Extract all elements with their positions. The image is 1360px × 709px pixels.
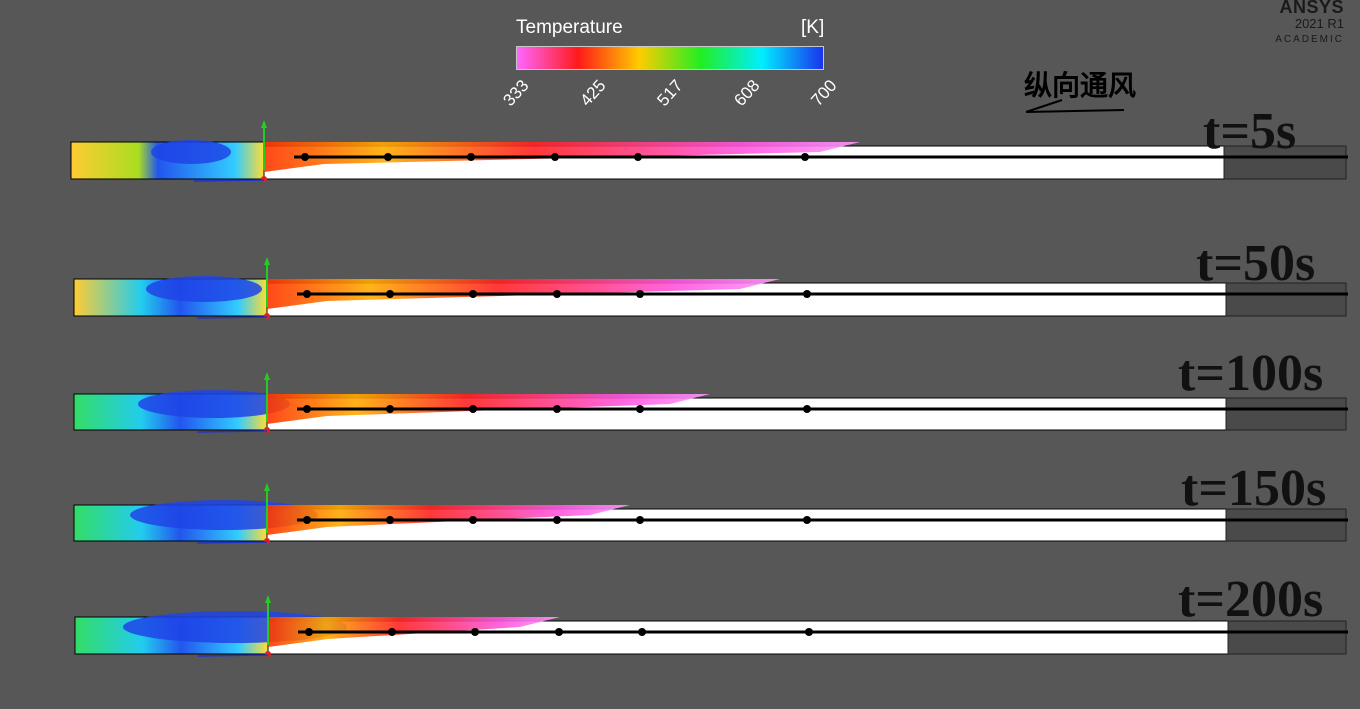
brand-edition: ACADEMIC xyxy=(1275,34,1344,45)
z-axis-triad xyxy=(197,654,269,657)
tunnel-extension xyxy=(1223,145,1347,180)
y-axis-arrow xyxy=(264,372,270,380)
probe-point xyxy=(555,628,563,636)
time-label-50s: t=50s xyxy=(1196,235,1316,292)
hot-core xyxy=(146,276,262,302)
probe-point xyxy=(469,290,477,298)
probe-point xyxy=(469,405,477,413)
tunnel-panel xyxy=(73,483,1348,544)
probe-point xyxy=(384,153,392,161)
probe-point xyxy=(638,628,646,636)
tunnel-extension xyxy=(1227,620,1347,655)
probe-point xyxy=(803,516,811,524)
probe-point xyxy=(553,290,561,298)
probe-point xyxy=(803,405,811,413)
probe-point xyxy=(636,516,644,524)
tunnel-extension xyxy=(1225,282,1347,317)
ansys-logo: ANSYS 2021 R1 ACADEMIC xyxy=(1275,0,1344,45)
tunnel-panel xyxy=(73,257,1348,319)
tunnel-panel xyxy=(70,120,1348,182)
probe-point xyxy=(636,405,644,413)
probe-point xyxy=(801,153,809,161)
tunnel-panel xyxy=(74,595,1348,657)
probe-point xyxy=(551,153,559,161)
tunnel-extension xyxy=(1225,508,1347,542)
probe-point xyxy=(553,516,561,524)
time-label-150s: t=150s xyxy=(1181,460,1327,517)
z-axis-triad xyxy=(196,541,268,544)
y-axis-arrow xyxy=(264,483,270,491)
hot-core xyxy=(151,140,231,164)
y-axis-arrow xyxy=(265,595,271,603)
brand-version: 2021 R1 xyxy=(1294,16,1344,31)
probe-point xyxy=(636,290,644,298)
scenario-heading: 纵向通风 xyxy=(1024,69,1137,102)
probe-point xyxy=(803,290,811,298)
probe-point xyxy=(553,405,561,413)
legend-colorbar xyxy=(516,46,824,70)
x-axis-triad xyxy=(264,427,270,433)
time-label-100s: t=100s xyxy=(1178,345,1324,402)
x-axis-triad xyxy=(264,538,270,544)
probe-point xyxy=(303,290,311,298)
hot-core xyxy=(138,390,290,418)
probe-point xyxy=(303,405,311,413)
probe-point xyxy=(469,516,477,524)
tunnel-panel xyxy=(73,372,1348,433)
time-label-200s: t=200s xyxy=(1178,571,1324,628)
y-axis-arrow xyxy=(261,120,267,128)
time-label-5s: t=5s xyxy=(1203,103,1297,160)
tunnel-extension xyxy=(1225,397,1347,431)
probe-point xyxy=(388,628,396,636)
probe-point xyxy=(301,153,309,161)
probe-point xyxy=(467,153,475,161)
probe-point xyxy=(805,628,813,636)
z-axis-triad xyxy=(196,316,268,319)
probe-point xyxy=(303,516,311,524)
probe-point xyxy=(386,290,394,298)
x-axis-triad xyxy=(264,313,270,319)
x-axis-triad xyxy=(261,176,267,182)
probe-point xyxy=(386,405,394,413)
probe-point xyxy=(305,628,313,636)
z-axis-triad xyxy=(196,430,268,433)
probe-point xyxy=(471,628,479,636)
legend-title: Temperature xyxy=(516,17,623,38)
y-axis-arrow xyxy=(264,257,270,265)
brand-name: ANSYS xyxy=(1279,0,1344,17)
z-axis-triad xyxy=(193,179,265,182)
legend-unit: [K] xyxy=(801,17,825,38)
probe-point xyxy=(634,153,642,161)
probe-point xyxy=(386,516,394,524)
x-axis-triad xyxy=(265,651,271,657)
